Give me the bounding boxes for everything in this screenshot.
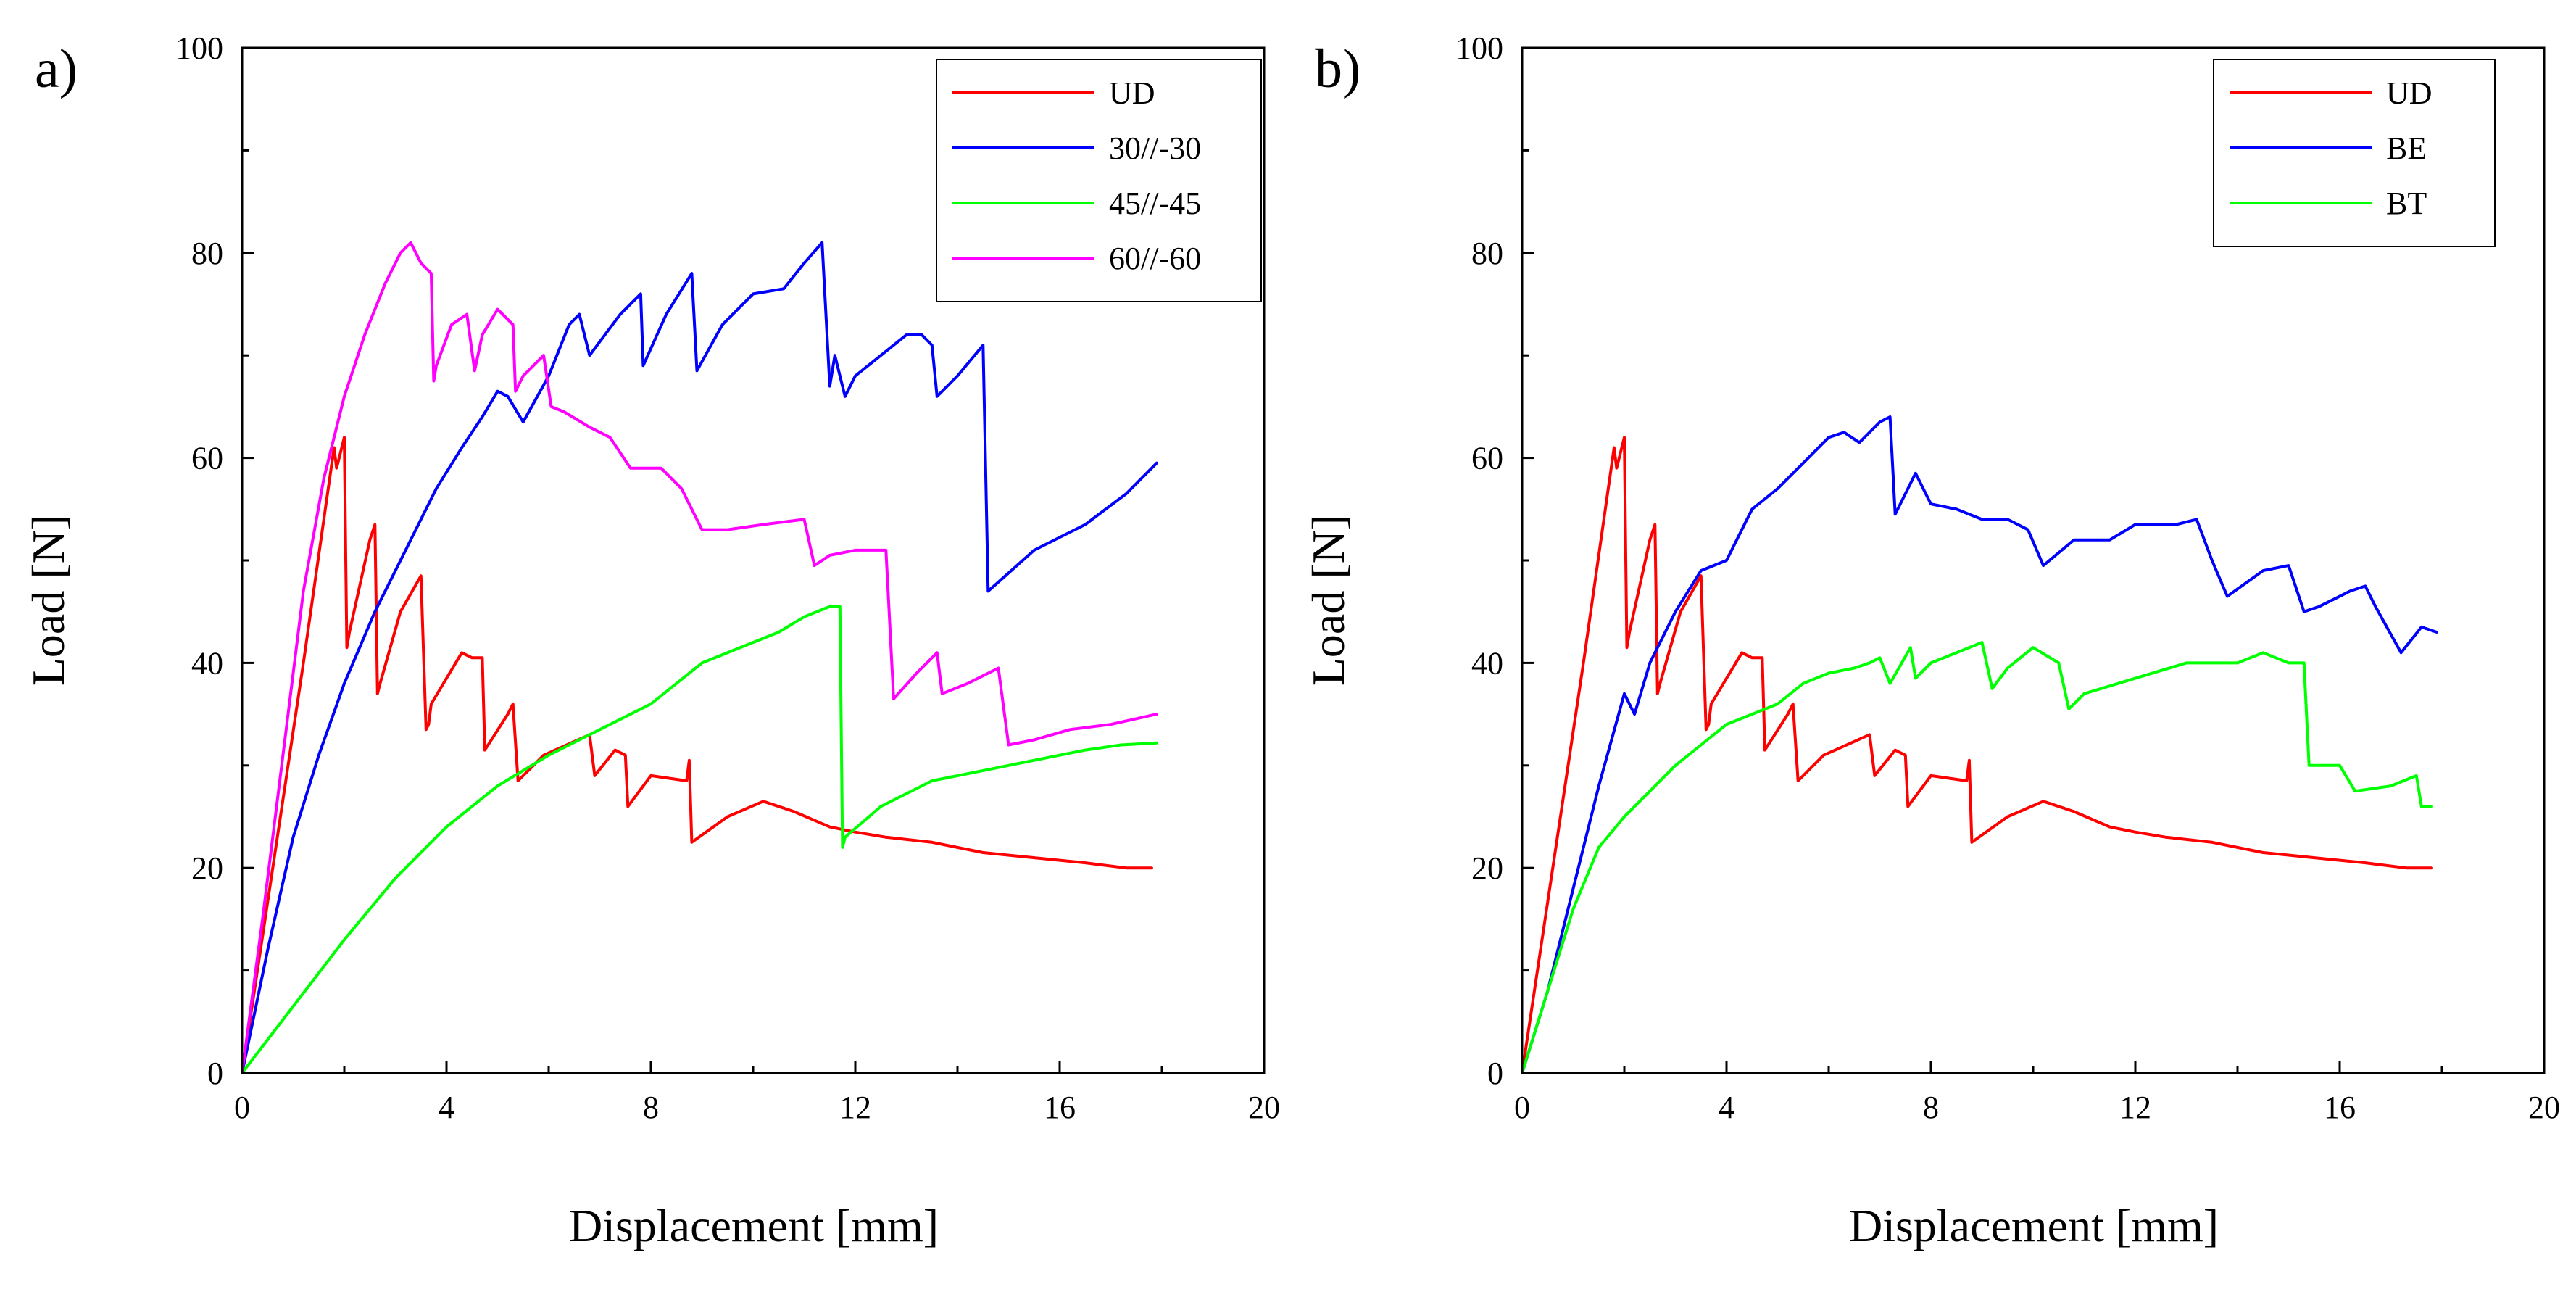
x-axis-title-b: Displacement [mm]: [1849, 1200, 2219, 1251]
x-tick-label: 4: [1719, 1090, 1734, 1125]
x-tick-label: 16: [2324, 1090, 2356, 1125]
y-tick-label: 60: [1471, 441, 1503, 476]
axes-frame-a: [241, 46, 1266, 1074]
legend-box: [2213, 59, 2496, 247]
x-axis-title-a: Displacement [mm]: [569, 1200, 939, 1251]
plot-area-a: [242, 241, 1158, 1073]
legend-label: UD: [2386, 75, 2432, 111]
series-line-be: [1522, 415, 2438, 1073]
legend-label: 45//-45: [1109, 186, 1201, 221]
y-tick-label: 80: [191, 236, 223, 271]
series-line-bt: [1522, 641, 2433, 1073]
y-tick-label: 20: [191, 850, 223, 886]
y-tick-label: 80: [1471, 236, 1503, 271]
y-tick-label: 40: [191, 645, 223, 681]
legend-b: UD BE BT: [2213, 59, 2496, 247]
y-axis-title-b: Load [N]: [1302, 515, 1354, 686]
x-tick-label: 20: [2528, 1090, 2560, 1125]
series-line-30-30: [242, 241, 1158, 1073]
panel-label-a: a): [35, 38, 78, 99]
panel-label-b: b): [1315, 38, 1360, 99]
y-tick-label: 40: [1471, 645, 1503, 681]
tick-labels-b: 0 4 8 12 16 20 0 20 40 60 80 100: [1455, 30, 2560, 1125]
tick-labels-a: 0 4 8 12 16 20 0 20 40 60 80 100: [175, 30, 1280, 1125]
y-tick-label: 100: [175, 30, 223, 66]
y-tick-label: 100: [1455, 30, 1503, 66]
legend-label: 30//-30: [1109, 130, 1201, 166]
x-tick-label: 4: [439, 1090, 454, 1125]
y-tick-label: 0: [207, 1056, 223, 1091]
x-tick-label: 8: [1923, 1090, 1939, 1125]
y-tick-label: 0: [1487, 1056, 1503, 1091]
chart-panel-b: b) Load [N] Displacement [mm] 0 4 8 12 16 200…: [1302, 30, 2560, 1251]
x-tick-label: 8: [643, 1090, 659, 1125]
series-line-45-45: [242, 605, 1158, 1073]
legend-a: UD 30//-30 45//-45 60//-60: [936, 59, 1262, 302]
x-tick-label: 0: [1514, 1090, 1530, 1125]
x-tick-label: 12: [839, 1090, 871, 1125]
x-tick-label: 20: [1248, 1090, 1280, 1125]
legend-label: 60//-60: [1109, 241, 1201, 276]
series-line-60-60: [242, 241, 1158, 1073]
series-line-ud: [1522, 436, 2433, 1073]
x-tick-label: 12: [2119, 1090, 2151, 1125]
legend-label: UD: [1109, 75, 1155, 111]
x-tick-label: 0: [234, 1090, 250, 1125]
y-axis-title-a: Load [N]: [22, 515, 74, 686]
legend-box: [936, 59, 1262, 302]
axes-frame-b: [1521, 46, 2546, 1074]
plot-area-b: [1522, 415, 2438, 1073]
x-tick-label: 16: [1044, 1090, 1076, 1125]
y-tick-label: 20: [1471, 850, 1503, 886]
legend-label: BE: [2386, 130, 2427, 166]
legend-label: BT: [2386, 186, 2427, 221]
chart-panel-a: a) Load [N] Displacement [mm] 0 4 8 12 16 200…: [22, 30, 1280, 1251]
y-tick-label: 60: [191, 441, 223, 476]
